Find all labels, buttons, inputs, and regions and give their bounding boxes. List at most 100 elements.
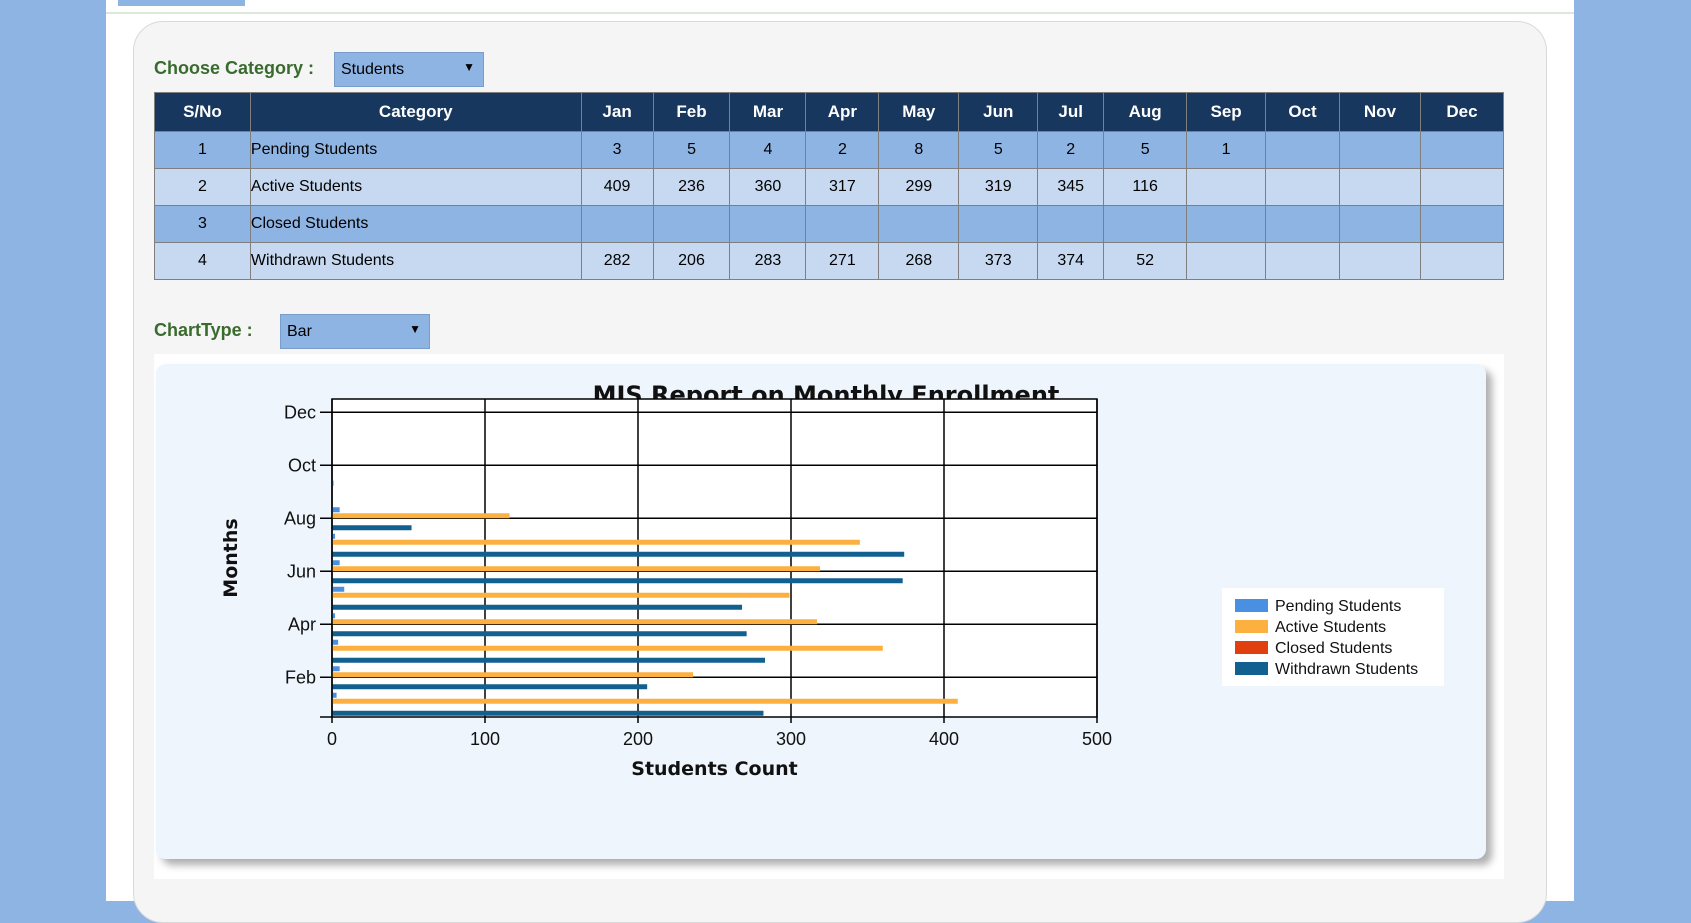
legend-swatch (1235, 620, 1268, 633)
table-cell: 4 (154, 242, 251, 280)
bar (332, 657, 765, 663)
chart-type-select[interactable]: Bar ▼ (280, 314, 430, 349)
table-header-cell: Category (249, 92, 582, 132)
table-cell: 5 (1103, 131, 1188, 169)
table-cell (1186, 168, 1267, 206)
y-axis-title: Months (220, 518, 242, 597)
table-cell (805, 205, 880, 243)
table-cell (1339, 131, 1421, 169)
table-header-cell: Jan (580, 92, 654, 132)
bar (332, 533, 336, 539)
bar (332, 613, 336, 619)
top-divider (106, 12, 1574, 14)
bar (332, 586, 345, 592)
table-cell (1339, 205, 1421, 243)
table-cell: 2 (805, 131, 880, 169)
legend-swatch (1235, 641, 1268, 654)
table-cell (1265, 131, 1340, 169)
table-cell: 116 (1103, 168, 1188, 206)
bar (332, 672, 694, 678)
category-cell: Withdrawn Students (249, 242, 582, 280)
y-tick-label: Feb (285, 667, 316, 687)
y-tick-label: Oct (288, 455, 316, 475)
plot-border (331, 398, 1098, 718)
table-cell (1419, 242, 1505, 280)
category-cell: Pending Students (249, 131, 582, 169)
x-axis-title: Students Count (631, 758, 797, 780)
top-tab-indicator[interactable] (118, 0, 245, 6)
table-cell: 1 (1186, 131, 1267, 169)
table-header-cell: Mar (729, 92, 807, 132)
table-header-cell: Nov (1339, 92, 1421, 132)
category-select[interactable]: Students ▼ (334, 52, 484, 87)
table-header-cell: May (878, 92, 960, 132)
bar (332, 639, 339, 645)
table-cell: 8 (878, 131, 960, 169)
chart-type-select-value: Bar (287, 323, 312, 340)
chart-legend: Pending Students Active Students Closed St… (1222, 588, 1444, 686)
y-tick-label: Jun (287, 561, 316, 581)
table-header-cell: Sep (1186, 92, 1267, 132)
bar-chart: MIS Report on Monthly Enrollment 0 100 200… (156, 364, 1486, 859)
table-cell: 2 (154, 168, 251, 206)
table-row: 4 Withdrawn Students 282 206 283 271 268 373 374… (154, 242, 1505, 280)
table-cell: 1 (154, 131, 251, 169)
table-cell: 268 (878, 242, 960, 280)
enrollment-table: S/No Category Jan Feb Mar Apr May Jun Jul Aug Sep O… (154, 92, 1505, 280)
bar (332, 631, 747, 637)
table-header-cell: Jun (958, 92, 1039, 132)
table-cell: 319 (958, 168, 1039, 206)
table-cell: 373 (958, 242, 1039, 280)
x-tick-label: 300 (776, 729, 806, 749)
table-cell (958, 205, 1039, 243)
table-header-cell: Oct (1265, 92, 1340, 132)
bar (332, 566, 821, 572)
bar (332, 525, 412, 531)
bar (332, 551, 905, 557)
table-cell: 271 (805, 242, 880, 280)
table-cell: 360 (729, 168, 807, 206)
plot-area: 0 100 200 300 400 500 Feb Apr Jun Aug Oct Dec Studen… (220, 398, 1112, 780)
legend-label: Pending Students (1275, 598, 1401, 615)
table-cell (1103, 205, 1188, 243)
legend-swatch (1235, 599, 1268, 612)
bar (332, 513, 510, 519)
table-cell: 283 (729, 242, 807, 280)
bar (332, 604, 743, 610)
chart-type-label: ChartType : (154, 320, 253, 340)
category-select-value: Students (341, 61, 405, 78)
table-row: 3 Closed Students (154, 205, 1505, 243)
table-row: 1 Pending Students 3 5 4 2 8 5 2 5 1 (154, 131, 1505, 169)
bar (332, 710, 764, 716)
x-tick-label: 500 (1082, 729, 1112, 749)
table-cell: 299 (878, 168, 960, 206)
table-row: 2 Active Students 409 236 360 317 299 319 345 116 (154, 168, 1505, 206)
table-header-cell: Jul (1037, 92, 1105, 132)
bar (332, 539, 860, 545)
legend-label: Active Students (1275, 619, 1386, 636)
chevron-down-icon: ▼ (463, 60, 475, 74)
legend-label: Withdrawn Students (1275, 661, 1418, 678)
x-tick-label: 200 (623, 729, 653, 749)
table-cell (1186, 242, 1267, 280)
y-tick-label: Aug (284, 508, 316, 528)
table-header-cell: Apr (805, 92, 880, 132)
x-tick-label: 100 (470, 729, 500, 749)
table-cell: 345 (1037, 168, 1105, 206)
x-tick-label: 0 (327, 729, 337, 749)
table-cell (1265, 205, 1340, 243)
table-cell: 5 (652, 131, 731, 169)
table-cell (652, 205, 731, 243)
table-cell (1419, 168, 1505, 206)
table-cell (1037, 205, 1105, 243)
table-header-cell: Feb (652, 92, 731, 132)
bar (332, 592, 790, 598)
table-cell (580, 205, 654, 243)
bar (332, 698, 958, 704)
y-tick-label: Apr (288, 614, 316, 634)
table-cell: 409 (580, 168, 654, 206)
y-tick-label: Dec (284, 402, 316, 422)
table-cell (1265, 242, 1340, 280)
table-cell (729, 205, 807, 243)
table-cell: 236 (652, 168, 731, 206)
